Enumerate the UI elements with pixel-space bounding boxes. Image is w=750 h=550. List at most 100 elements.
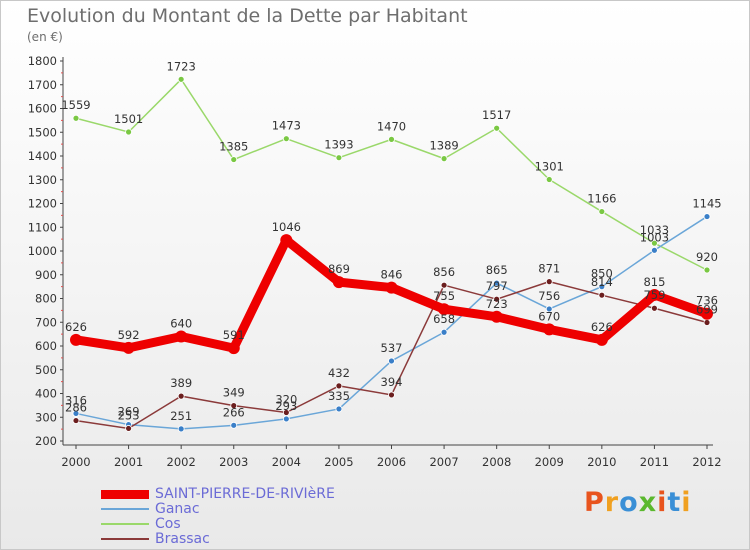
data-label: 592 bbox=[118, 328, 140, 342]
data-point bbox=[72, 114, 80, 122]
data-label: 537 bbox=[381, 341, 403, 355]
data-point bbox=[388, 357, 395, 365]
data-point bbox=[701, 307, 713, 320]
data-label: 1501 bbox=[114, 112, 143, 126]
data-label: 640 bbox=[170, 317, 192, 331]
data-label: 797 bbox=[486, 279, 508, 293]
data-label: 1473 bbox=[272, 119, 301, 133]
data-point bbox=[70, 333, 82, 346]
data-point bbox=[651, 239, 658, 247]
data-label: 736 bbox=[696, 294, 718, 308]
chart-title: Evolution du Montant de la Dette par Hab… bbox=[27, 5, 468, 27]
data-label: 432 bbox=[328, 366, 350, 380]
data-point bbox=[282, 135, 290, 143]
data-label: 756 bbox=[538, 289, 560, 303]
data-point bbox=[703, 213, 711, 220]
data-label: 626 bbox=[591, 320, 613, 334]
data-point bbox=[388, 391, 395, 399]
data-label: 1389 bbox=[429, 139, 458, 153]
data-point bbox=[545, 305, 553, 313]
data-point bbox=[651, 304, 658, 312]
data-label: 1559 bbox=[61, 98, 90, 112]
data-label: 865 bbox=[486, 263, 508, 277]
y-tick-label: 1200 bbox=[28, 197, 57, 211]
y-tick-label: 800 bbox=[35, 292, 57, 306]
data-point bbox=[490, 310, 503, 323]
data-label: 814 bbox=[591, 275, 613, 289]
legend-swatch bbox=[101, 508, 149, 510]
data-label: 699 bbox=[696, 302, 718, 316]
data-label: 269 bbox=[118, 405, 140, 419]
data-label: 591 bbox=[223, 328, 245, 342]
data-label: 920 bbox=[696, 250, 718, 264]
data-point bbox=[230, 402, 238, 410]
data-point bbox=[177, 425, 185, 433]
data-label: 1003 bbox=[640, 230, 669, 244]
legend-swatch bbox=[101, 490, 149, 499]
data-label: 1033 bbox=[640, 223, 669, 237]
data-point bbox=[440, 155, 448, 163]
data-label: 1385 bbox=[219, 140, 248, 154]
data-label: 658 bbox=[433, 312, 455, 326]
data-label: 293 bbox=[275, 399, 297, 413]
y-tick-label: 1100 bbox=[28, 220, 57, 234]
data-point bbox=[493, 124, 501, 132]
data-label: 755 bbox=[433, 289, 455, 303]
data-label: 1145 bbox=[692, 197, 721, 211]
data-label: 1517 bbox=[482, 108, 511, 122]
data-point bbox=[72, 410, 80, 417]
x-tick-label: 2001 bbox=[114, 455, 143, 469]
y-tick-label: 1000 bbox=[28, 244, 57, 258]
legend-label: Brassac bbox=[155, 531, 210, 547]
data-label: 1393 bbox=[324, 138, 353, 152]
x-tick-label: 2010 bbox=[587, 455, 616, 469]
legend-swatch bbox=[101, 523, 149, 525]
data-label: 320 bbox=[275, 393, 297, 407]
x-tick-label: 2012 bbox=[692, 455, 721, 469]
y-tick-label: 500 bbox=[35, 363, 57, 377]
data-label: 846 bbox=[381, 268, 403, 282]
data-label: 670 bbox=[538, 309, 560, 323]
data-point bbox=[703, 266, 711, 274]
x-tick-label: 2003 bbox=[219, 455, 248, 469]
data-point bbox=[175, 330, 188, 343]
x-tick-label: 2007 bbox=[429, 455, 458, 469]
data-point bbox=[282, 409, 290, 416]
data-label: 389 bbox=[170, 376, 192, 390]
data-point bbox=[598, 283, 606, 291]
x-tick-label: 2000 bbox=[61, 455, 90, 469]
x-tick-label: 2008 bbox=[482, 455, 511, 469]
data-point bbox=[72, 417, 80, 424]
data-point bbox=[177, 392, 185, 400]
y-tick-label: 1700 bbox=[28, 78, 57, 92]
data-point bbox=[388, 135, 395, 143]
chart-unit: (en €) bbox=[27, 30, 63, 44]
data-point bbox=[335, 154, 343, 162]
data-point bbox=[545, 278, 553, 286]
data-label: 251 bbox=[170, 409, 192, 423]
data-point bbox=[282, 415, 290, 423]
data-label: 1470 bbox=[377, 119, 406, 133]
data-label: 335 bbox=[328, 389, 350, 403]
data-label: 723 bbox=[486, 297, 508, 311]
data-point bbox=[598, 208, 606, 215]
series-line-cos bbox=[75, 78, 708, 271]
data-label: 869 bbox=[328, 262, 350, 276]
proxiti-logo: Proxiti bbox=[584, 487, 692, 518]
x-tick-label: 2004 bbox=[272, 455, 301, 469]
data-point bbox=[440, 281, 448, 289]
data-point bbox=[440, 328, 448, 336]
x-tick-label: 2005 bbox=[324, 455, 353, 469]
data-point bbox=[545, 176, 553, 183]
data-point bbox=[227, 342, 240, 355]
x-tick-label: 2006 bbox=[377, 455, 406, 469]
data-point bbox=[598, 291, 606, 299]
data-label: 394 bbox=[381, 375, 403, 389]
data-point bbox=[703, 319, 711, 326]
data-label: 349 bbox=[223, 386, 245, 400]
data-point bbox=[385, 281, 398, 294]
data-point bbox=[230, 421, 238, 429]
data-label: 871 bbox=[538, 262, 560, 276]
y-tick-label: 1800 bbox=[28, 54, 57, 68]
legend-swatch bbox=[101, 538, 149, 540]
